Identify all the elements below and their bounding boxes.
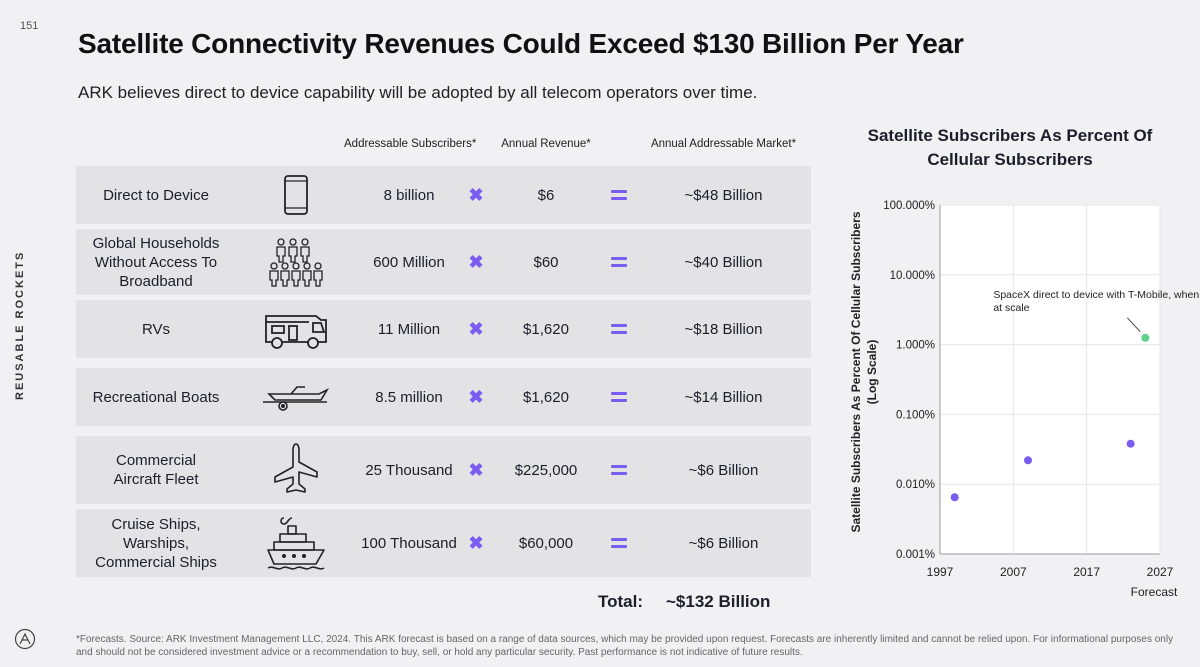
row-revenue: $60,000 — [518, 534, 574, 552]
multiply-icon: ✖ — [468, 386, 484, 407]
row-revenue: $1,620 — [523, 388, 569, 406]
row-label: Cruise Ships, Warships, Commercial Ships — [95, 515, 217, 571]
row-revenue: $1,620 — [523, 320, 569, 338]
data-point — [1141, 333, 1150, 342]
people-icon — [248, 229, 344, 295]
table-row: RVs 11 Million ✖ $1,620 ~$18 Billion — [76, 300, 811, 358]
multiply-icon: ✖ — [468, 532, 484, 553]
row-subscribers: 8.5 million — [375, 388, 443, 406]
total-label: Total: — [598, 592, 644, 611]
row-label: Global Households Without Access To Broa… — [92, 234, 220, 290]
row-label: Commercial Aircraft Fleet — [113, 452, 199, 488]
y-tick-label: 10.000% — [890, 270, 935, 282]
x-forecast-label: Forecast — [1131, 585, 1178, 599]
row-market: ~$6 Billion — [688, 461, 759, 479]
row-subscribers: 600 Million — [373, 253, 445, 271]
data-point — [1024, 456, 1032, 465]
x-tick-label: 1997 — [927, 565, 954, 579]
row-market: ~$48 Billion — [684, 186, 763, 204]
row-revenue: $6 — [537, 186, 555, 204]
y-tick-label: 0.100% — [896, 409, 935, 421]
x-tick-label: 2017 — [1073, 565, 1100, 579]
row-label: Direct to Device — [103, 186, 209, 204]
airplane-icon — [248, 436, 344, 504]
x-tick-label: 2007 — [1000, 565, 1027, 579]
row-market: ~$18 Billion — [684, 320, 763, 338]
ship-icon — [248, 509, 344, 577]
row-subscribers: 8 billion — [383, 186, 435, 204]
smartphone-icon — [248, 166, 344, 224]
row-subscribers: 100 Thousand — [361, 534, 457, 552]
row-market: ~$6 Billion — [688, 534, 759, 552]
y-tick-label: 100.000% — [883, 200, 935, 212]
equals-icon — [604, 166, 634, 224]
header-revenue: Annual Revenue* — [501, 138, 591, 150]
row-label: RVs — [141, 320, 171, 338]
chart-title: Satellite Subscribers As Percent Of Cell… — [867, 126, 1153, 169]
table-row: Cruise Ships, Warships, Commercial Ships… — [76, 509, 811, 577]
equals-icon — [604, 368, 634, 426]
scatter-chart: Satellite Subscribers As Percent Of Cell… — [849, 200, 1199, 599]
row-label: Recreational Boats — [92, 388, 220, 406]
data-point — [950, 493, 959, 502]
y-axis-scale-label: (Log Scale) — [865, 340, 879, 405]
row-subscribers: 25 Thousand — [365, 461, 453, 479]
equals-icon — [604, 229, 634, 295]
row-subscribers: 11 Million — [377, 320, 441, 338]
section-side-label: REUSABLE ROCKETS — [14, 250, 26, 400]
multiply-icon: ✖ — [468, 184, 484, 205]
annotation-leader-line — [1126, 317, 1141, 333]
y-tick-label: 0.010% — [896, 479, 935, 491]
row-market: ~$40 Billion — [684, 253, 763, 271]
multiply-icon: ✖ — [468, 318, 484, 339]
footnote: *Forecasts. Source: ARK Investment Manag… — [76, 634, 1174, 658]
table-row: Commercial Aircraft Fleet 25 Thousand ✖ … — [76, 436, 811, 504]
row-market: ~$14 Billion — [684, 388, 763, 406]
boat-trailer-icon — [248, 368, 344, 426]
data-point — [1126, 439, 1135, 448]
plot-area — [940, 205, 1160, 554]
rv-icon — [248, 300, 344, 358]
page-number: 151 — [20, 20, 39, 32]
equals-icon — [604, 509, 634, 577]
x-tick-label: 2027 — [1147, 565, 1174, 579]
page-title: Satellite Connectivity Revenues Could Ex… — [78, 28, 964, 59]
table-row: Direct to Device 8 billion ✖ $6 ~$48 Bil… — [76, 166, 811, 224]
equals-icon — [604, 436, 634, 504]
chart-annotation: SpaceX direct to device with T-Mobile, w… — [993, 289, 1199, 314]
table-row: Recreational Boats 8.5 million ✖ $1,620 … — [76, 368, 811, 426]
total-value: ~$132 Billion — [666, 592, 771, 611]
header-subscribers: Addressable Subscribers* — [344, 138, 477, 150]
y-axis-label: Satellite Subscribers As Percent Of Cell… — [849, 211, 863, 532]
equals-icon — [604, 300, 634, 358]
multiply-icon: ✖ — [468, 251, 484, 272]
y-tick-label: 1.000% — [896, 340, 935, 352]
multiply-icon: ✖ — [468, 459, 484, 480]
row-revenue: $60 — [533, 253, 559, 271]
header-market: Annual Addressable Market* — [650, 138, 797, 150]
row-revenue: $225,000 — [514, 461, 578, 479]
y-tick-label: 0.001% — [896, 549, 935, 561]
ark-logo-icon — [14, 628, 36, 650]
page-subtitle: ARK believes direct to device capability… — [78, 83, 758, 102]
table-row: Global Households Without Access To Broa… — [76, 229, 811, 295]
